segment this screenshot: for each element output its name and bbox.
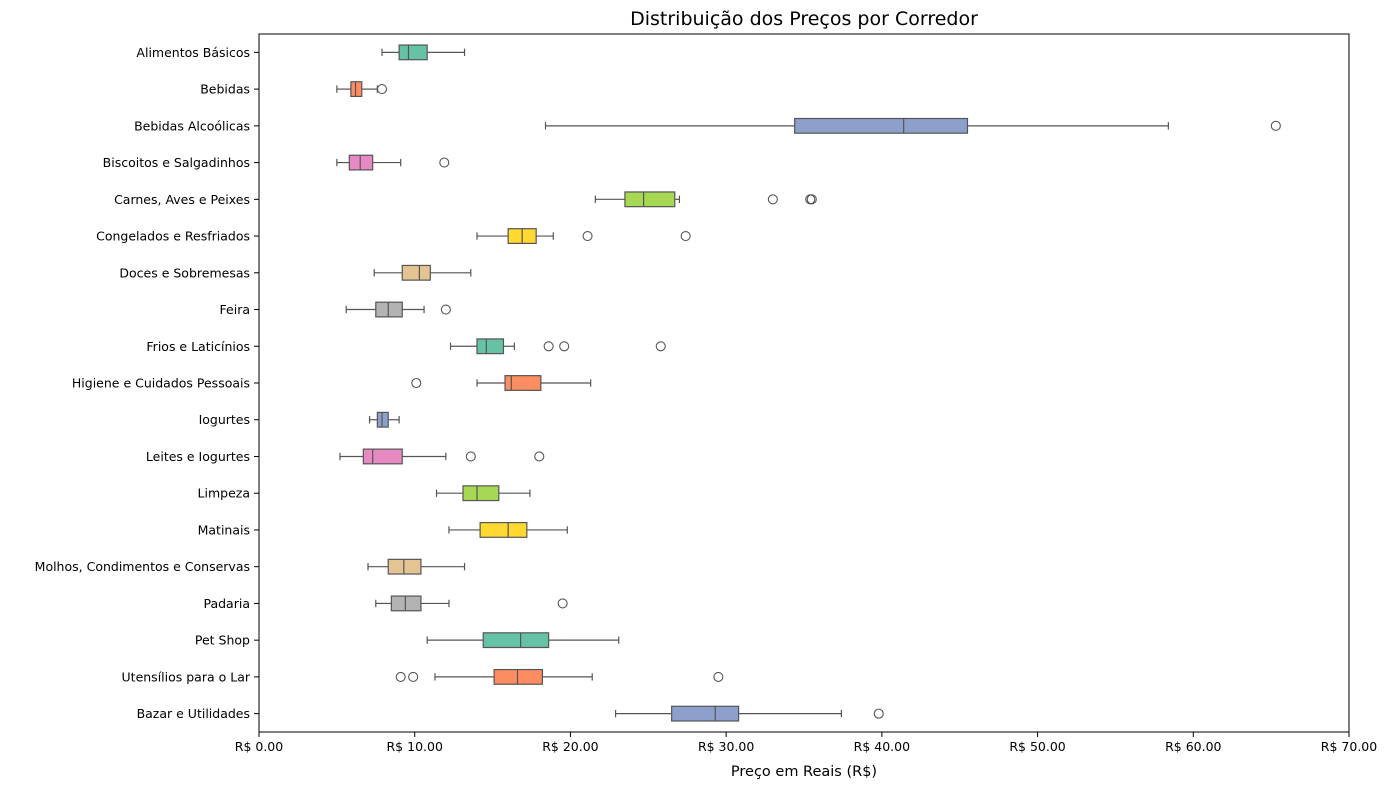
box-group	[614, 705, 884, 722]
y-tick-label: Pet Shop	[195, 633, 250, 648]
x-tick-label: R$ 70.00	[1321, 739, 1377, 754]
plot-frame	[258, 33, 1350, 733]
outlier-point	[873, 708, 884, 719]
iqr-box	[390, 595, 422, 612]
x-tick-label: R$ 20.00	[542, 739, 598, 754]
iqr-box	[794, 117, 969, 134]
y-tick-label: Molhos, Condimentos e Conservas	[35, 559, 250, 574]
outlier-point	[395, 671, 406, 682]
iqr-box	[493, 668, 543, 685]
plot-area	[336, 44, 1281, 722]
y-tick-label: Matinais	[198, 522, 250, 537]
iqr-box	[375, 301, 403, 318]
iqr-box	[624, 191, 676, 208]
x-tick-label: R$ 40.00	[854, 739, 910, 754]
box-group	[336, 154, 450, 171]
box-group	[336, 81, 388, 98]
outlier-point	[582, 231, 593, 242]
outlier-point	[806, 194, 817, 205]
iqr-box	[504, 375, 542, 391]
outlier-point	[557, 598, 568, 609]
y-tick-label: Leites e Iogurtes	[146, 449, 250, 464]
outlier-point	[680, 231, 691, 242]
box-group	[368, 411, 400, 428]
box-group	[339, 448, 545, 465]
iqr-box	[348, 154, 374, 171]
box-group	[476, 228, 691, 244]
x-tick-label: R$ 50.00	[1009, 739, 1065, 754]
iqr-box	[482, 632, 550, 649]
iqr-box	[350, 81, 363, 98]
outlier-point	[440, 304, 451, 315]
x-tick-label: R$ 10.00	[387, 739, 443, 754]
iqr-box	[479, 521, 528, 538]
box-group	[448, 521, 568, 538]
iqr-box	[362, 448, 403, 465]
box-group	[395, 668, 724, 685]
iqr-box	[376, 411, 389, 428]
outlier-point	[408, 671, 419, 682]
iqr-box	[462, 485, 500, 502]
y-tick-label: Frios e Laticínios	[146, 339, 250, 354]
x-tick-label: R$ 30.00	[698, 739, 754, 754]
outlier-point	[534, 451, 545, 462]
y-tick-label: Feira	[220, 302, 250, 317]
chart-title: Distribuição dos Preços por Corredor	[630, 8, 978, 30]
iqr-box	[476, 338, 505, 355]
y-tick-label: Bazar e Utilidades	[137, 706, 250, 721]
outlier-point	[411, 377, 422, 389]
y-tick-label: Higiene e Cuidados Pessoais	[72, 376, 250, 391]
box-group	[375, 595, 568, 612]
y-tick-label: Doces e Sobremesas	[119, 265, 250, 280]
outlier-point	[439, 157, 450, 168]
box-group	[345, 301, 451, 318]
outlier-point	[376, 84, 388, 95]
y-tick-label: Iogurtes	[199, 412, 250, 427]
iqr-box	[671, 705, 740, 722]
iqr-box	[387, 558, 422, 575]
box-group	[449, 338, 666, 355]
box-group	[435, 485, 531, 502]
outlier-point	[767, 194, 778, 205]
iqr-box	[398, 44, 428, 61]
box-group	[426, 632, 620, 649]
outlier-point	[655, 341, 666, 352]
axes: Alimentos Básicos Bebidas Bebidas Alcoólic…	[35, 33, 1377, 754]
outlier-point	[713, 671, 724, 682]
box-group	[381, 44, 466, 61]
x-tick-label: R$ 0.00	[235, 739, 283, 754]
outlier-point	[543, 341, 554, 352]
y-tick-label: Bebidas Alcoólicas	[134, 118, 250, 133]
x-tick-label: R$ 60.00	[1165, 739, 1221, 754]
y-tick-label: Carnes, Aves e Peixes	[114, 192, 250, 207]
y-tick-label: Limpeza	[198, 486, 250, 501]
outlier-point	[559, 341, 570, 352]
box-group	[594, 191, 817, 208]
outlier-point	[1270, 120, 1281, 131]
outlier-point	[465, 451, 476, 462]
x-axis-label: Preço em Reais (R$)	[731, 764, 877, 780]
y-tick-label: Congelados e Resfriados	[96, 229, 250, 244]
y-tick-label: Padaria	[203, 596, 250, 611]
y-tick-label: Biscoitos e Salgadinhos	[103, 155, 250, 170]
y-tick-label: Utensílios para o Lar	[122, 669, 251, 684]
box-group	[367, 558, 466, 575]
y-tick-label: Bebidas	[200, 82, 250, 97]
y-tick-label: Alimentos Básicos	[136, 45, 250, 60]
box-group	[544, 117, 1281, 134]
iqr-box	[401, 264, 431, 281]
box-group	[411, 375, 592, 391]
box-group	[373, 264, 472, 281]
